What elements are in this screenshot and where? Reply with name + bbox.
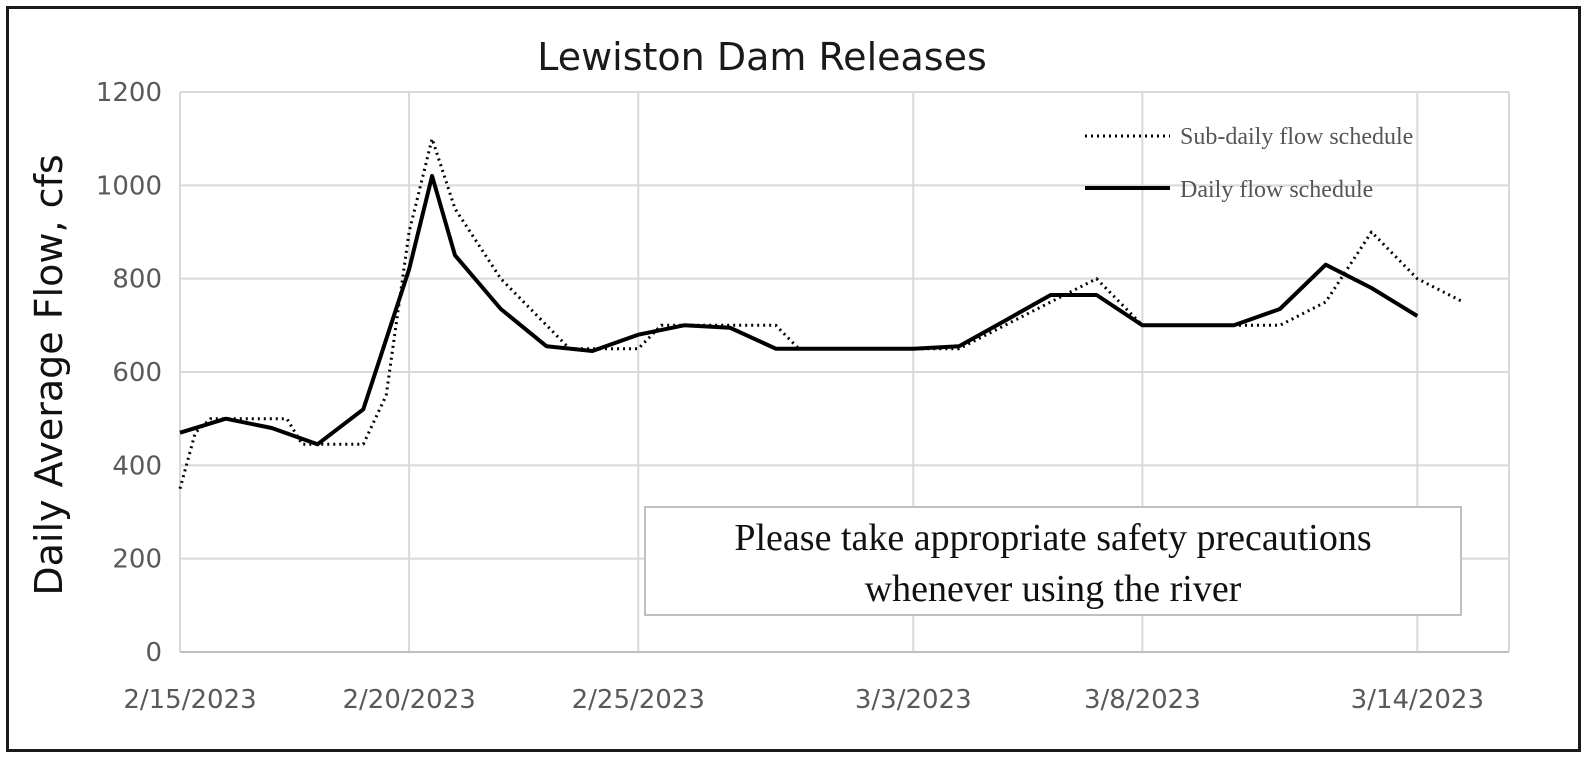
y-tick-label: 1000 xyxy=(96,171,162,201)
y-tick-label: 200 xyxy=(112,545,162,575)
y-tick-label: 600 xyxy=(112,358,162,388)
y-tick-label: 0 xyxy=(145,638,162,668)
series-line-sub-daily xyxy=(178,137,1464,490)
y-axis-label: Daily Average Flow, cfs xyxy=(27,154,71,595)
x-tick-label: 2/25/2023 xyxy=(572,685,705,715)
x-tick-labels: 2/15/2023 2/20/2023 2/25/2023 3/3/2023 3/8/2… xyxy=(123,685,1484,715)
y-tick-labels: 0 200 400 600 800 1000 1200 xyxy=(96,78,162,668)
chart-title: Lewiston Dam Releases xyxy=(537,35,987,79)
legend-label-sub-daily: Sub-daily flow schedule xyxy=(1180,124,1413,150)
safety-note-box xyxy=(644,506,1462,616)
y-tick-label: 1200 xyxy=(96,78,162,108)
x-tick-label: 2/15/2023 xyxy=(123,685,256,715)
x-tick-label: 3/8/2023 xyxy=(1084,685,1201,715)
chart-frame xyxy=(6,6,1581,752)
safety-note-line-2: whenever using the river xyxy=(865,568,1242,610)
y-tick-label: 400 xyxy=(112,451,162,481)
legend: Sub-daily flow schedule Daily flow sched… xyxy=(1085,124,1413,203)
x-tick-label: 3/3/2023 xyxy=(855,685,972,715)
series-line-daily xyxy=(179,174,1419,447)
safety-note-line-1: Please take appropriate safety precautio… xyxy=(734,517,1371,559)
legend-label-daily: Daily flow schedule xyxy=(1180,177,1373,203)
safety-note: Please take appropriate safety precautio… xyxy=(644,506,1462,616)
y-tick-label: 800 xyxy=(112,265,162,295)
gridlines xyxy=(179,91,1510,653)
x-tick-label: 3/14/2023 xyxy=(1351,685,1484,715)
x-tick-label: 2/20/2023 xyxy=(342,685,475,715)
series-layer xyxy=(178,137,1464,490)
